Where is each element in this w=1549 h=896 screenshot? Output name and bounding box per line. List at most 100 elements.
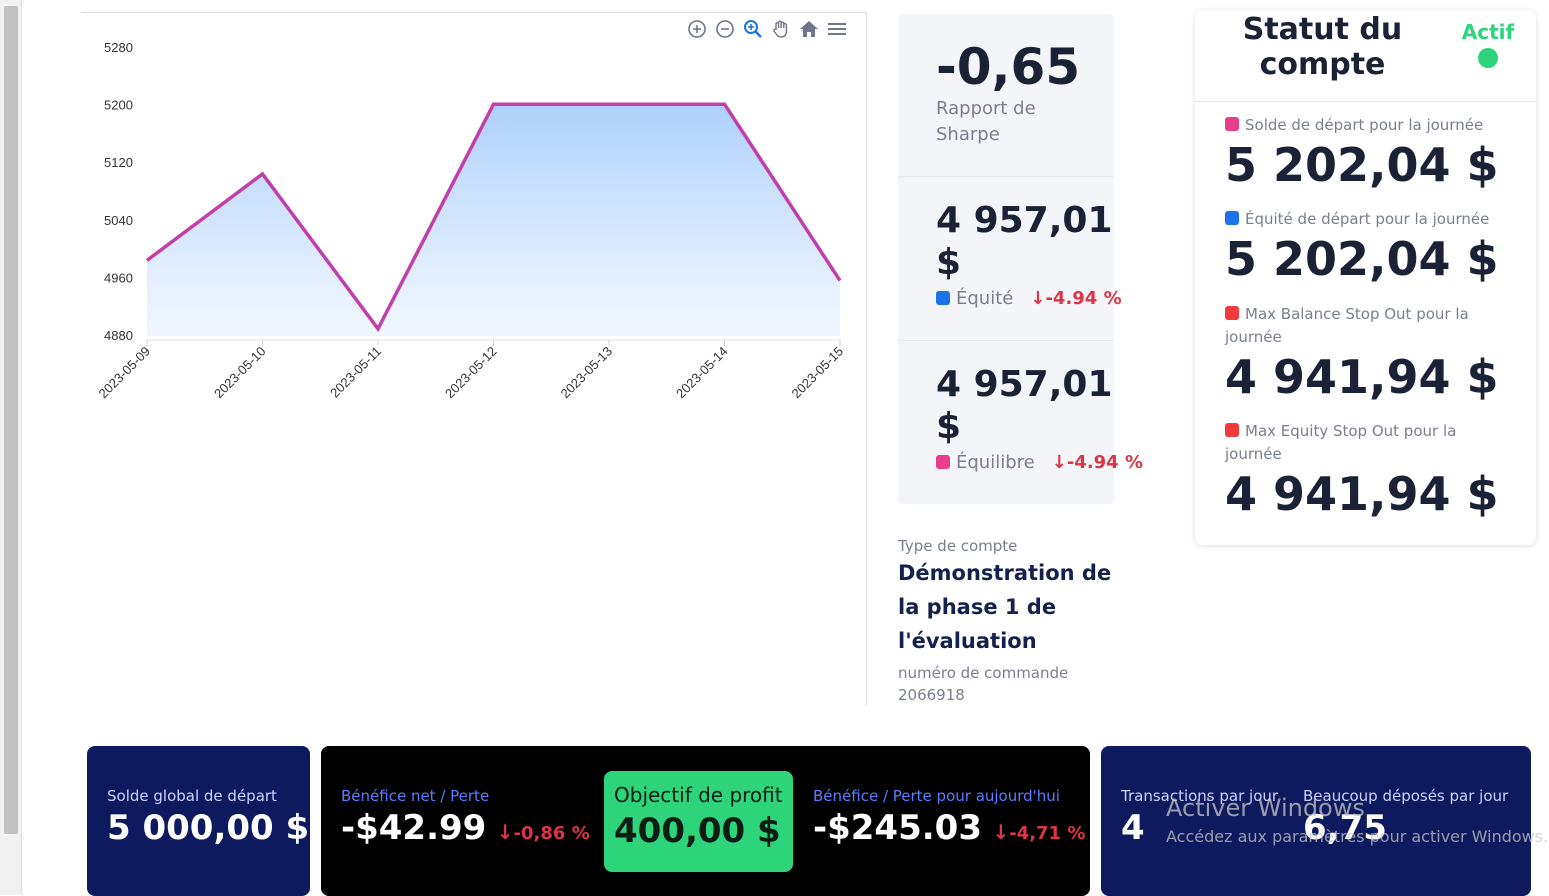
status-title-line-1: Statut du <box>1242 12 1403 47</box>
pan-hand-icon[interactable] <box>769 18 793 40</box>
stats-panel: -0,65 Rapport de Sharpe 4 957,01 $ Équit… <box>898 14 1143 504</box>
account-type-line-3: l'évaluation <box>898 629 1037 653</box>
x-tick-label: 2023-05-11 <box>327 344 384 401</box>
max-balance-label: Max Balance Stop Out pour la <box>1245 305 1469 323</box>
column-divider <box>866 12 867 706</box>
start-equity-label: Équité de départ pour la journée <box>1245 210 1490 228</box>
balance-currency: $ <box>936 406 962 447</box>
y-tick-label: 5120 <box>104 155 133 170</box>
scrollbar-thumb[interactable] <box>4 6 18 834</box>
page-scrollbar[interactable] <box>0 0 22 895</box>
deposits-per-day-value: 6,75 <box>1303 808 1387 848</box>
account-type-line-1: Démonstration de <box>898 561 1112 585</box>
balance-legend-dot <box>936 455 950 469</box>
balance-block: 4 957,01 $ Équilibre ↓-4.94 % <box>898 364 1143 473</box>
global-balance-value: 5 000,00 $ <box>107 808 310 848</box>
deposits-per-day-label: Beaucoup déposés par jour <box>1303 787 1509 805</box>
status-active-dot <box>1478 48 1498 68</box>
equity-legend-dot <box>936 291 950 305</box>
status-card-header: Statut du compte Actif <box>1195 10 1536 102</box>
chart-toolbar <box>685 18 849 40</box>
account-type-value: Démonstration de la phase 1 de l'évaluat… <box>898 556 1128 658</box>
start-balance-value: 5 202,04 $ <box>1225 138 1499 192</box>
max-balance-label-2: journée <box>1225 328 1282 346</box>
status-state: Actif <box>1461 20 1515 44</box>
sharpe-label: Rapport de <box>936 98 1036 119</box>
y-tick-label: 4960 <box>104 270 133 285</box>
max-equity-label-2: journée <box>1225 445 1282 463</box>
y-tick-label: 5040 <box>104 213 133 228</box>
today-profit-change: -4,71 % <box>1009 823 1086 844</box>
status-dot-max-equity <box>1225 423 1239 437</box>
status-title: Statut du compte <box>1235 12 1410 82</box>
global-balance-card: Solde global de départ 5 000,00 $ <box>87 746 310 896</box>
sharpe-label-2: Sharpe <box>936 124 1000 145</box>
account-type-label: Type de compte <box>898 537 1018 555</box>
x-tick-label: 2023-05-15 <box>788 344 846 402</box>
activity-card: Transactions par jour 4 Beaucoup déposés… <box>1101 746 1531 896</box>
chart-panel: 5280 5200 5120 5040 4960 4880 2023-05-09 2023-… <box>82 12 866 432</box>
x-tick-label: 2023-05-12 <box>442 344 500 402</box>
status-dot-max-balance <box>1225 306 1239 320</box>
profit-objective-box: Objectif de profit 400,00 $ <box>604 771 793 872</box>
sharpe-ratio-block: -0,65 Rapport de Sharpe <box>898 38 1114 148</box>
arrow-down-icon: ↓ <box>1030 288 1046 309</box>
account-status-card: Statut du compte Actif Solde de départ p… <box>1195 10 1536 545</box>
order-number-label: numéro de commande <box>898 664 1069 682</box>
account-type-line-2: la phase 1 de <box>898 595 1057 619</box>
net-profit-label: Bénéfice net / Perte <box>341 787 490 805</box>
equity-label: Équité <box>956 288 1014 309</box>
status-item: Solde de départ pour la journée 5 202,04… <box>1225 114 1525 194</box>
menu-icon[interactable] <box>825 18 849 40</box>
status-item: Max Equity Stop Out pour la journée 4 94… <box>1225 419 1525 523</box>
max-equity-value: 4 941,94 $ <box>1225 467 1499 521</box>
arrow-down-icon: ↓ <box>496 820 514 844</box>
trades-per-day-value: 4 <box>1121 808 1145 848</box>
x-tick-label: 2023-05-10 <box>211 344 269 402</box>
home-icon[interactable] <box>797 18 821 40</box>
equity-value: 4 957,01 <box>936 200 1113 241</box>
account-info: Type de compte Démonstration de la phase… <box>898 536 1128 706</box>
net-profit-value: -$42.99 <box>341 808 487 848</box>
y-tick-label: 4880 <box>104 328 133 343</box>
status-dot-start-equity <box>1225 211 1239 225</box>
order-number-value: 2066918 <box>898 686 965 704</box>
stat-divider <box>898 176 1114 177</box>
x-tick-label: 2023-05-14 <box>673 344 731 402</box>
global-balance-label: Solde global de départ <box>107 787 277 805</box>
net-profit-change: -0,86 % <box>513 823 590 844</box>
arrow-down-icon: ↓ <box>992 820 1010 844</box>
trades-per-day-label: Transactions par jour <box>1121 787 1279 805</box>
balance-value: 4 957,01 <box>936 364 1113 405</box>
status-item: Équité de départ pour la journée 5 202,0… <box>1225 208 1525 288</box>
stat-divider <box>898 340 1114 341</box>
max-balance-value: 4 941,94 $ <box>1225 350 1499 404</box>
equity-block: 4 957,01 $ Équité ↓-4.94 % <box>898 200 1122 309</box>
x-tick-label: 2023-05-13 <box>557 344 615 402</box>
y-tick-label: 5200 <box>104 98 133 113</box>
y-tick-label: 5280 <box>104 40 133 55</box>
profit-card: Bénéfice net / Perte -$42.99 ↓-0,86 % Ob… <box>321 746 1090 896</box>
zoom-out-icon[interactable] <box>713 18 737 40</box>
profit-objective-label: Objectif de profit <box>614 783 783 807</box>
balance-label: Équilibre <box>956 452 1035 473</box>
profit-objective-value: 400,00 $ <box>614 811 781 851</box>
arrow-down-icon: ↓ <box>1051 452 1067 473</box>
balance-change: -4.94 % <box>1066 452 1144 473</box>
equity-area-chart: 5280 5200 5120 5040 4960 4880 2023-05-09 2023-… <box>95 40 846 402</box>
zoom-in-icon[interactable] <box>685 18 709 40</box>
equity-change: -4.94 % <box>1045 288 1122 309</box>
magnifier-icon[interactable] <box>741 18 765 40</box>
max-equity-label: Max Equity Stop Out pour la <box>1245 422 1457 440</box>
today-profit-value: -$245.03 <box>813 808 982 848</box>
x-tick-label: 2023-05-09 <box>95 344 153 402</box>
chart-series-line <box>145 102 842 333</box>
equity-currency: $ <box>936 242 962 283</box>
today-profit-label: Bénéfice / Perte pour aujourd'hui <box>813 787 1060 805</box>
status-item: Max Balance Stop Out pour la journée 4 9… <box>1225 302 1525 406</box>
start-equity-value: 5 202,04 $ <box>1225 232 1499 286</box>
chart-area-fill <box>147 104 840 336</box>
status-dot-start-balance <box>1225 117 1239 131</box>
sharpe-value: -0,65 <box>936 38 1081 96</box>
start-balance-label: Solde de départ pour la journée <box>1245 116 1484 134</box>
